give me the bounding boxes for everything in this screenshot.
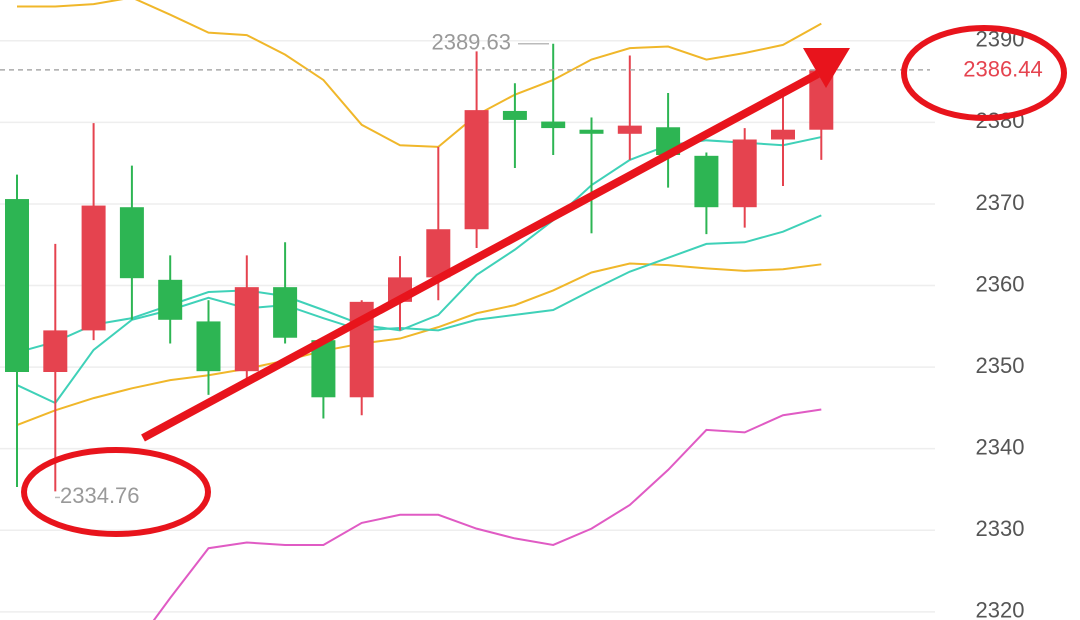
- y-tick-label: 2370: [976, 190, 1025, 215]
- indicator-line: [16, 262, 822, 426]
- candle-body: [158, 279, 183, 320]
- candle-body: [579, 129, 604, 134]
- overlays: [16, 0, 822, 620]
- candle-body: [502, 110, 527, 120]
- annotations: [21, 25, 1067, 537]
- candle-body: [541, 121, 566, 129]
- candle-body: [234, 287, 259, 372]
- low-label: 2334.76: [60, 483, 140, 508]
- y-tick-label: 2330: [976, 516, 1025, 541]
- indicator-line: [16, 214, 822, 405]
- candle-body: [426, 229, 451, 278]
- candle-body: [119, 207, 144, 279]
- y-tick-label: 2320: [976, 598, 1025, 620]
- last-price-label: 2386.44: [963, 57, 1043, 82]
- y-tick-label: 2360: [976, 271, 1025, 296]
- high-label: 2389.63: [431, 30, 511, 55]
- candle-body: [694, 155, 719, 208]
- y-tick-label: 2340: [976, 434, 1025, 459]
- indicator-line: [152, 408, 822, 620]
- highlight-ellipse: [21, 447, 211, 537]
- highlight-ellipse: [901, 25, 1067, 121]
- candles: [5, 43, 834, 492]
- candle-body: [311, 340, 336, 398]
- candle-body: [5, 199, 29, 372]
- candle-body: [771, 129, 795, 140]
- candle-body: [43, 330, 68, 372]
- labels: 232023302340235023602370238023902389.632…: [0, 27, 1072, 620]
- arrow-head: [803, 48, 850, 88]
- last-price-box: [932, 52, 1072, 87]
- candle-body: [464, 110, 489, 230]
- candle-body: [81, 205, 106, 331]
- y-tick-label: 2350: [976, 353, 1025, 378]
- candle-body: [196, 321, 221, 372]
- candle-body: [617, 125, 642, 134]
- trend-arrow: [141, 70, 820, 442]
- indicator-line: [17, 0, 822, 148]
- candle-body: [273, 287, 298, 338]
- candle-body: [732, 139, 757, 208]
